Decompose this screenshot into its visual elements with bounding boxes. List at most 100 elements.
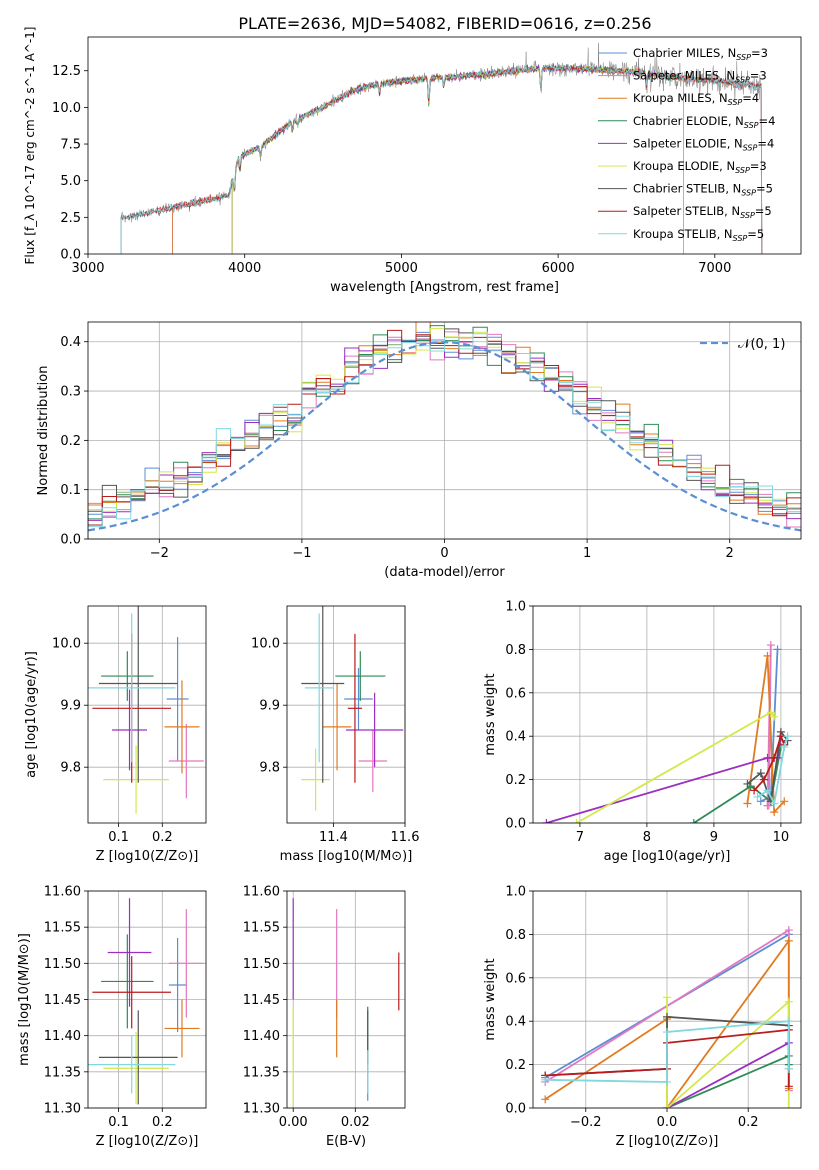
x-tick-label: 9 [710, 830, 718, 845]
x-tick-label: 8 [643, 830, 651, 845]
x-tick-label: 7 [576, 830, 584, 845]
y-tick-label: 11.60 [44, 885, 81, 900]
y-tick-label: 1.0 [505, 885, 526, 900]
model-spectrum-salpeter_stelib [120, 64, 763, 254]
y-tick-label: 0.4 [505, 730, 526, 745]
series-marker-kroupa_miles [763, 651, 772, 660]
y-tick-label: 0.2 [505, 773, 526, 788]
series-marker-kroupa_stelib [784, 1064, 793, 1073]
legend-label: Salpeter ELODIE, NSSP=4 [633, 136, 774, 152]
age_vs_mass-panel: 11.4 11.6 9.8 9.9 10.0 mass [log10(M/M⊙)] [251, 605, 420, 864]
x-tick-label: 10 [773, 830, 790, 845]
y-tick-label: 0.8 [505, 928, 526, 943]
series-marker-salpeter_miles [766, 641, 775, 650]
observed-spectrum-line [120, 43, 762, 223]
series-line-kroupa_miles [544, 938, 790, 1108]
y-tick-label: 0.0 [505, 1102, 526, 1117]
x-tick-label: 11.4 [319, 830, 348, 845]
series-line-chabrier_elodie [693, 746, 782, 823]
series-marker-kroupa_miles [770, 808, 779, 817]
series-marker-kroupa_elodie [572, 819, 581, 823]
y-tick-label: 2.5 [60, 211, 81, 226]
series-marker-chabrier_elodie [689, 819, 698, 823]
x-tick-label: 0.1 [108, 1115, 129, 1130]
y-tick-label: 9.9 [259, 699, 280, 714]
y-tick-label: 11.45 [44, 993, 81, 1008]
mass_vs_EBV-panel: 0.00 0.02 11.30 11.35 11.40 11.45 11.50 11.55 11… [243, 885, 406, 1149]
legend-label: Kroupa STELIB, NSSP=5 [633, 227, 764, 243]
y-tick-label: 11.55 [243, 921, 280, 936]
series-marker-salpeter_stelib [770, 753, 779, 762]
series-marker-salpeter_miles [784, 926, 793, 935]
x-tick-label: −1 [292, 546, 311, 561]
series-marker-kroupa_stelib [783, 732, 792, 741]
series-marker-kroupa_miles [743, 799, 752, 808]
y-tick-label: 11.40 [44, 1029, 81, 1044]
y-axis-label: Flux [f_λ 10^-17 erg cm^-2 s^-1 A^-1] [23, 27, 37, 265]
y-tick-label: 0.8 [505, 643, 526, 658]
series-marker-kroupa_elodie [766, 708, 775, 717]
residuals-marks [88, 322, 801, 539]
y-tick-label: 0.0 [505, 817, 526, 832]
series-marker-salpeter_stelib [760, 775, 769, 784]
y-tick-label: 11.35 [243, 1065, 280, 1080]
y-axis-label: age [log10(age/yr)] [24, 651, 39, 778]
y-tick-label: 0.4 [505, 1015, 526, 1030]
x-tick-label: 2 [726, 546, 734, 561]
histogram-kroupa_stelib [88, 333, 801, 539]
x-axis-label: Z [log10(Z/Z⊙)] [616, 1134, 719, 1149]
x-axis-label: age [log10(age/yr)] [604, 849, 731, 864]
x-tick-label: 5000 [385, 261, 418, 276]
y-tick-label: 1.0 [505, 600, 526, 615]
x-tick-label: 7000 [698, 261, 731, 276]
x-tick-label: 0.2 [152, 1115, 173, 1130]
legend-label: Kroupa MILES, NSSP=4 [633, 91, 759, 107]
y-axis-label: mass [log10(M/M⊙)] [17, 933, 32, 1066]
massweight_vs_age-marks [542, 641, 792, 823]
series-marker-kroupa_elodie [784, 997, 793, 1006]
x-tick-label: 0.0 [657, 1115, 678, 1130]
x-axis-label: E(B-V) [326, 1134, 366, 1149]
x-axis-label: mass [log10(M/M⊙)] [280, 849, 413, 864]
age_vs_Z-marks [88, 606, 204, 814]
series-marker-kroupa_stelib [663, 1028, 671, 1037]
x-tick-label: 11.6 [391, 830, 420, 845]
series-marker-kroupa_elodie [663, 993, 671, 1002]
legend-label: Salpeter STELIB, NSSP=5 [633, 204, 772, 220]
x-tick-label: 0.00 [279, 1115, 308, 1130]
mass_vs_Z-marks [88, 898, 204, 1105]
mass_vs_EBV-marks [292, 898, 400, 1108]
model-spectrum-chabrier_elodie [231, 63, 684, 254]
series-marker-salpeter_miles [764, 801, 773, 810]
series-marker-kroupa_elodie [770, 712, 779, 721]
series-marker-chabrier_stelib [756, 769, 765, 778]
model-spectrum-kroupa_elodie [231, 64, 684, 254]
y-tick-label: 9.9 [60, 699, 81, 714]
y-tick-label: 10.0 [52, 101, 81, 116]
series-marker-kroupa_miles [780, 797, 789, 806]
series-marker-kroupa_miles [784, 936, 793, 945]
series-marker-chabrier_stelib [743, 779, 752, 788]
y-tick-label: 0.3 [60, 385, 81, 400]
massweight_vs_age-panel: 7 8 9 10 0.0 0.2 0.4 0.6 0.8 1.0 age [log10(age/yr… [483, 600, 802, 864]
x-tick-label: 4000 [228, 261, 261, 276]
massweight_vs_Z-marks [541, 926, 793, 1108]
series-marker-kroupa_miles [541, 1095, 550, 1104]
x-tick-label: 3000 [71, 261, 104, 276]
series-marker-kroupa_stelib [753, 792, 762, 801]
y-tick-label: 12.5 [52, 64, 81, 79]
massweight_vs_Z-panel: −0.2 0.0 0.2 0.0 0.2 0.4 0.6 0.8 1.0 Z [log10(Z/Z… [483, 885, 802, 1149]
x-tick-label: −0.2 [570, 1115, 602, 1130]
y-tick-label: 0.6 [505, 686, 526, 701]
x-axis-label: wavelength [Angstrom, rest frame] [330, 280, 559, 295]
y-tick-label: 0.6 [505, 971, 526, 986]
axes-frame [532, 605, 802, 824]
y-tick-label: 11.30 [44, 1102, 81, 1117]
axes-frame [87, 321, 802, 540]
age_vs_Z-panel: 0.1 0.2 9.8 9.9 10.0 Z [log10(Z/Z⊙)] age [log1… [24, 605, 207, 864]
x-axis-label: Z [log10(Z/Z⊙)] [96, 849, 199, 864]
y-tick-label: 9.8 [259, 761, 280, 776]
mass_vs_Z-panel: 0.1 0.2 11.30 11.35 11.40 11.45 11.50 11.55 11.6… [17, 885, 207, 1149]
axes-frame [87, 36, 802, 255]
y-tick-label: 0.4 [60, 335, 81, 350]
